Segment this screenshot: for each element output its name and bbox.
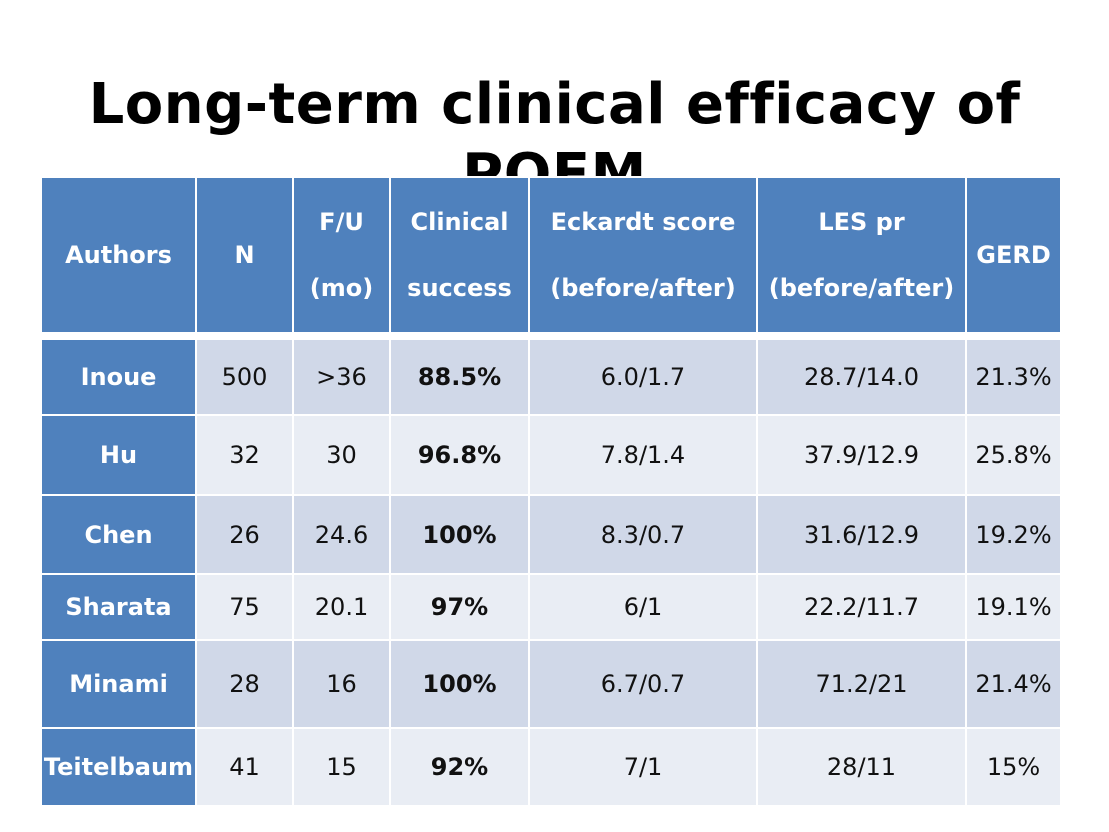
row-author: Sharata bbox=[40, 573, 197, 641]
header-clinical-success: Clinical success bbox=[389, 176, 530, 334]
row-author: Minami bbox=[40, 639, 197, 729]
row-les: 22.2/11.7 bbox=[756, 573, 967, 641]
row-clinical-success: 92% bbox=[389, 727, 530, 807]
row-les: 71.2/21 bbox=[756, 639, 967, 729]
header-les-pressure: LES pr (before/after) bbox=[756, 176, 967, 334]
table-row: Teitelbaum 41 15 92% 7/1 28/11 15% bbox=[40, 727, 1062, 807]
row-les: 37.9/12.9 bbox=[756, 414, 967, 496]
slide-title: Long-term clinical efficacy of POEM bbox=[88, 72, 1021, 207]
row-n: 32 bbox=[195, 414, 294, 496]
row-n: 28 bbox=[195, 639, 294, 729]
row-author: Inoue bbox=[40, 338, 197, 416]
row-n: 41 bbox=[195, 727, 294, 807]
efficacy-table: Authors N F/U (mo) Clinical success Eckard… bbox=[40, 176, 1062, 807]
row-follow-up: >36 bbox=[292, 338, 391, 416]
row-les: 28.7/14.0 bbox=[756, 338, 967, 416]
table-row: Inoue 500 >36 88.5% 6.0/1.7 28.7/14.0 21… bbox=[40, 338, 1062, 416]
row-author: Hu bbox=[40, 414, 197, 496]
table-row: Sharata 75 20.1 97% 6/1 22.2/11.7 19.1% bbox=[40, 573, 1062, 641]
row-eckardt: 6.0/1.7 bbox=[528, 338, 758, 416]
table-row: Minami 28 16 100% 6.7/0.7 71.2/21 21.4% bbox=[40, 639, 1062, 729]
row-follow-up: 30 bbox=[292, 414, 391, 496]
row-author: Teitelbaum bbox=[40, 727, 197, 807]
header-eckardt-score: Eckardt score (before/after) bbox=[528, 176, 758, 334]
row-clinical-success: 100% bbox=[389, 494, 530, 575]
row-gerd: 21.3% bbox=[965, 338, 1062, 416]
row-eckardt: 8.3/0.7 bbox=[528, 494, 758, 575]
row-eckardt: 7/1 bbox=[528, 727, 758, 807]
row-author: Chen bbox=[40, 494, 197, 575]
row-eckardt: 6/1 bbox=[528, 573, 758, 641]
row-gerd: 19.2% bbox=[965, 494, 1062, 575]
row-eckardt: 6.7/0.7 bbox=[528, 639, 758, 729]
header-follow-up: F/U (mo) bbox=[292, 176, 391, 334]
row-les: 28/11 bbox=[756, 727, 967, 807]
header-gerd: GERD bbox=[965, 176, 1062, 334]
row-gerd: 25.8% bbox=[965, 414, 1062, 496]
row-follow-up: 24.6 bbox=[292, 494, 391, 575]
row-n: 500 bbox=[195, 338, 294, 416]
row-n: 75 bbox=[195, 573, 294, 641]
table-row: Chen 26 24.6 100% 8.3/0.7 31.6/12.9 19.2… bbox=[40, 494, 1062, 575]
row-gerd: 21.4% bbox=[965, 639, 1062, 729]
header-authors: Authors bbox=[40, 176, 197, 334]
row-follow-up: 20.1 bbox=[292, 573, 391, 641]
row-clinical-success: 96.8% bbox=[389, 414, 530, 496]
table-row: Hu 32 30 96.8% 7.8/1.4 37.9/12.9 25.8% bbox=[40, 414, 1062, 496]
row-clinical-success: 97% bbox=[389, 573, 530, 641]
row-follow-up: 15 bbox=[292, 727, 391, 807]
row-clinical-success: 88.5% bbox=[389, 338, 530, 416]
row-les: 31.6/12.9 bbox=[756, 494, 967, 575]
row-follow-up: 16 bbox=[292, 639, 391, 729]
header-n: N bbox=[195, 176, 294, 334]
row-gerd: 19.1% bbox=[965, 573, 1062, 641]
row-clinical-success: 100% bbox=[389, 639, 530, 729]
row-eckardt: 7.8/1.4 bbox=[528, 414, 758, 496]
row-n: 26 bbox=[195, 494, 294, 575]
table-header-row: Authors N F/U (mo) Clinical success Eckard… bbox=[40, 176, 1062, 334]
row-gerd: 15% bbox=[965, 727, 1062, 807]
